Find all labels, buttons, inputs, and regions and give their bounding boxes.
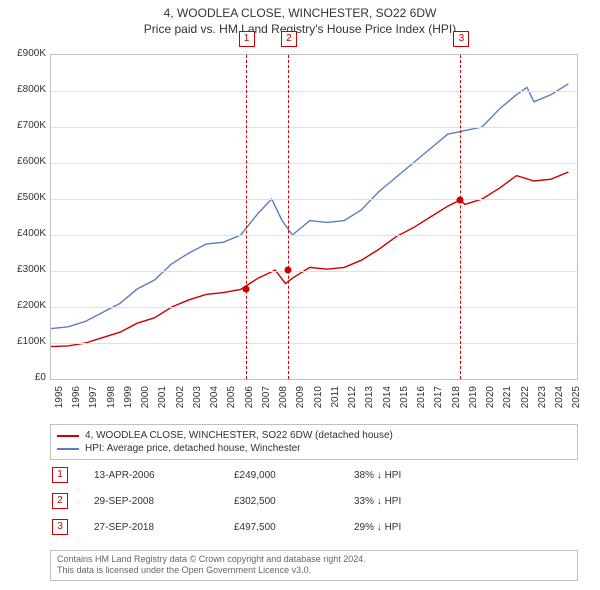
footer-line: This data is licensed under the Open Gov…: [57, 565, 571, 576]
plot-area: 123: [50, 54, 578, 380]
event-date: 29-SEP-2008: [94, 496, 234, 507]
legend: 4, WOODLEA CLOSE, WINCHESTER, SO22 6DW (…: [50, 424, 578, 460]
event-price: £249,000: [234, 470, 354, 481]
event-row: 3 27-SEP-2018£497,50029% ↓ HPI: [50, 514, 578, 540]
grid-line: [51, 343, 577, 344]
legend-swatch: [57, 435, 79, 437]
chart-container: 4, WOODLEA CLOSE, WINCHESTER, SO22 6DW P…: [0, 0, 600, 590]
grid-line: [51, 127, 577, 128]
x-axis-label: 2015: [399, 386, 410, 416]
chart-title: 4, WOODLEA CLOSE, WINCHESTER, SO22 6DW: [0, 0, 600, 20]
x-axis-label: 2025: [571, 386, 582, 416]
x-axis-label: 1997: [88, 386, 99, 416]
event-marker-line: 3: [460, 55, 461, 379]
x-axis-label: 2007: [261, 386, 272, 416]
x-axis-label: 2008: [278, 386, 289, 416]
x-axis-label: 2021: [502, 386, 513, 416]
x-axis-label: 1998: [106, 386, 117, 416]
y-axis-label: £900K: [2, 48, 46, 59]
y-axis-label: £600K: [2, 156, 46, 167]
legend-swatch: [57, 448, 79, 450]
x-axis-label: 2024: [554, 386, 565, 416]
x-axis-label: 1995: [54, 386, 65, 416]
event-marker-badge: 3: [453, 31, 469, 47]
event-marker-badge: 2: [281, 31, 297, 47]
chart-subtitle: Price paid vs. HM Land Registry's House …: [0, 20, 600, 36]
x-axis-label: 2000: [140, 386, 151, 416]
y-axis-label: £500K: [2, 192, 46, 203]
y-axis-label: £200K: [2, 300, 46, 311]
line-series-svg: [51, 55, 577, 379]
event-pct: 29% ↓ HPI: [354, 522, 401, 533]
y-axis-label: £700K: [2, 120, 46, 131]
x-axis-label: 2013: [364, 386, 375, 416]
x-axis-label: 2019: [468, 386, 479, 416]
grid-line: [51, 91, 577, 92]
y-axis-label: £0: [2, 372, 46, 383]
x-axis-label: 2016: [416, 386, 427, 416]
x-axis-label: 2018: [451, 386, 462, 416]
x-axis-label: 2003: [192, 386, 203, 416]
event-badge: 1: [52, 467, 68, 483]
y-axis-label: £400K: [2, 228, 46, 239]
x-axis-label: 2004: [209, 386, 220, 416]
y-axis-label: £300K: [2, 264, 46, 275]
x-axis-label: 2010: [313, 386, 324, 416]
grid-line: [51, 307, 577, 308]
event-marker-dot: [457, 196, 464, 203]
grid-line: [51, 163, 577, 164]
events-table: 1 13-APR-2006£249,00038% ↓ HPI 2 29-SEP-200…: [50, 462, 578, 540]
event-date: 13-APR-2006: [94, 470, 234, 481]
series-line-hpi: [51, 84, 568, 329]
footer-line: Contains HM Land Registry data © Crown c…: [57, 554, 571, 565]
event-badge: 3: [52, 519, 68, 535]
x-axis-label: 2022: [520, 386, 531, 416]
x-axis-label: 2012: [347, 386, 358, 416]
legend-label: 4, WOODLEA CLOSE, WINCHESTER, SO22 6DW (…: [85, 430, 393, 441]
x-axis-label: 2006: [244, 386, 255, 416]
y-axis-label: £800K: [2, 84, 46, 95]
event-marker-line: 1: [246, 55, 247, 379]
event-marker-dot: [284, 267, 291, 274]
grid-line: [51, 199, 577, 200]
x-axis-label: 1996: [71, 386, 82, 416]
footer-attribution: Contains HM Land Registry data © Crown c…: [50, 550, 578, 581]
legend-label: HPI: Average price, detached house, Winc…: [85, 443, 301, 454]
x-axis-label: 2020: [485, 386, 496, 416]
grid-line: [51, 271, 577, 272]
event-marker-dot: [242, 286, 249, 293]
x-axis-label: 2002: [175, 386, 186, 416]
event-pct: 38% ↓ HPI: [354, 470, 401, 481]
x-axis-label: 2014: [382, 386, 393, 416]
legend-item-property: 4, WOODLEA CLOSE, WINCHESTER, SO22 6DW (…: [57, 429, 571, 442]
event-row: 2 29-SEP-2008£302,50033% ↓ HPI: [50, 488, 578, 514]
x-axis-label: 1999: [123, 386, 134, 416]
event-marker-line: 2: [288, 55, 289, 379]
event-row: 1 13-APR-2006£249,00038% ↓ HPI: [50, 462, 578, 488]
x-axis-label: 2005: [226, 386, 237, 416]
event-marker-badge: 1: [239, 31, 255, 47]
x-axis-label: 2011: [330, 386, 341, 416]
event-badge: 2: [52, 493, 68, 509]
event-date: 27-SEP-2018: [94, 522, 234, 533]
legend-item-hpi: HPI: Average price, detached house, Winc…: [57, 442, 571, 455]
event-price: £497,500: [234, 522, 354, 533]
x-axis-label: 2023: [537, 386, 548, 416]
event-price: £302,500: [234, 496, 354, 507]
x-axis-label: 2009: [295, 386, 306, 416]
x-axis-label: 2001: [157, 386, 168, 416]
event-pct: 33% ↓ HPI: [354, 496, 401, 507]
x-axis-label: 2017: [433, 386, 444, 416]
grid-line: [51, 235, 577, 236]
y-axis-label: £100K: [2, 336, 46, 347]
